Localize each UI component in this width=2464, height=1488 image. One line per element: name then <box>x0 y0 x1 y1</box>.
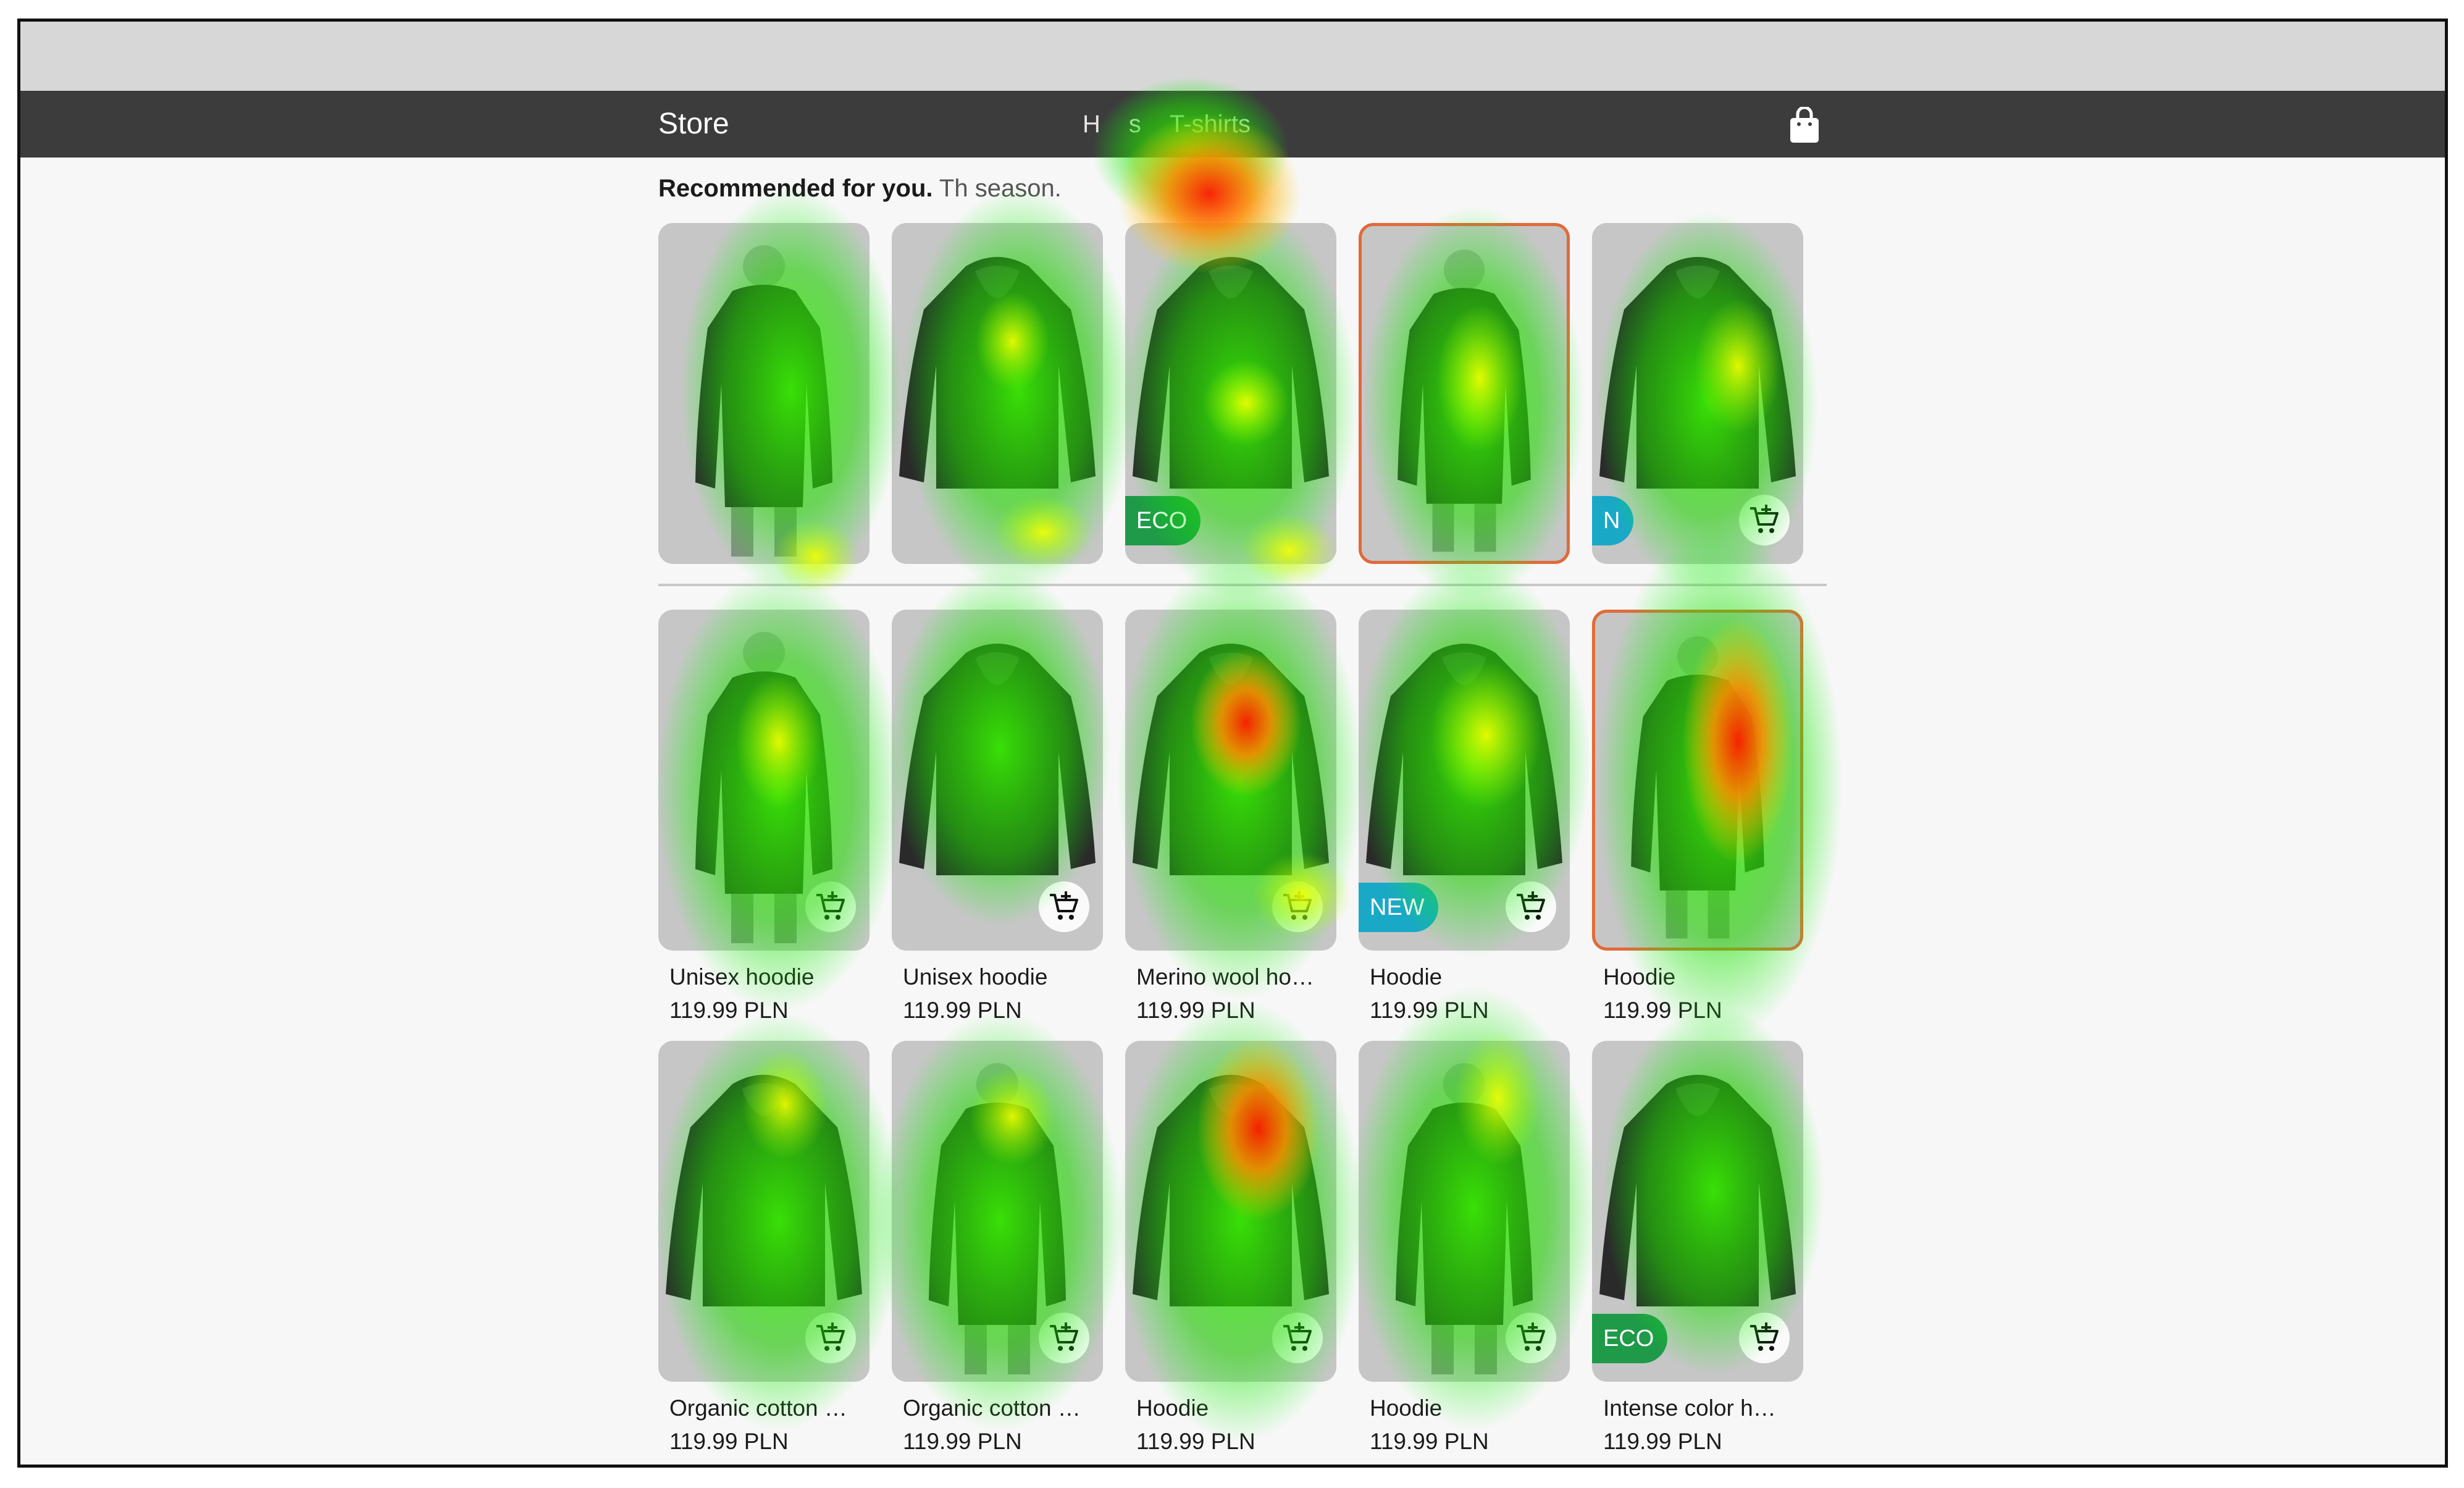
recommended-heading: Recommended for you. Th season. <box>658 175 1062 203</box>
app-bar: Store H s T-shirts <box>20 91 2445 158</box>
recommended-heading-bold: Recommended for you. <box>658 175 933 202</box>
recommended-heading-rest: Th season. <box>939 175 1062 202</box>
add-to-cart-icon <box>1515 1321 1545 1352</box>
add-to-cart-button[interactable] <box>1039 1313 1089 1363</box>
eco-badge: ECO <box>1125 496 1201 545</box>
product-title[interactable]: Merino wool ho… <box>1136 964 1314 990</box>
product-card[interactable] <box>1125 610 1336 951</box>
eco-badge: ECO <box>1592 1314 1668 1363</box>
section-divider <box>658 584 1827 586</box>
add-to-cart-icon <box>815 890 845 921</box>
add-to-cart-icon <box>1049 890 1078 921</box>
product-card[interactable]: ECO <box>1592 1041 1803 1382</box>
product-price: 119.99 PLN <box>1370 1429 1489 1454</box>
recommended-card[interactable] <box>892 223 1103 564</box>
add-to-cart-icon <box>1749 503 1779 534</box>
product-title[interactable]: Unisex hoodie <box>669 964 815 990</box>
add-to-cart-button[interactable] <box>1739 1313 1790 1363</box>
product-title[interactable]: Organic cotton … <box>903 1395 1081 1421</box>
add-to-cart-icon <box>1282 1321 1312 1352</box>
product-price: 119.99 PLN <box>1603 1429 1722 1454</box>
product-title[interactable]: Hoodie <box>1370 964 1443 990</box>
add-to-cart-button[interactable] <box>1272 881 1323 932</box>
product-price: 119.99 PLN <box>1136 998 1255 1023</box>
hoodie-image <box>695 245 832 557</box>
nav-tab-tshirts[interactable]: T-shirts <box>1169 111 1251 138</box>
product-card[interactable] <box>1592 610 1803 951</box>
product-price: 119.99 PLN <box>903 1429 1022 1454</box>
new-badge: NEW <box>1359 883 1438 932</box>
product-price: 119.99 PLN <box>903 998 1022 1023</box>
recommended-card[interactable]: N <box>1592 223 1803 564</box>
add-to-cart-icon <box>815 1321 845 1352</box>
add-to-cart-button[interactable] <box>805 881 856 932</box>
product-title[interactable]: Unisex hoodie <box>903 964 1048 990</box>
add-to-cart-button[interactable] <box>1039 881 1089 932</box>
add-to-cart-button[interactable] <box>1739 495 1790 545</box>
nav-tab-home[interactable]: H <box>1083 111 1100 138</box>
product-card[interactable] <box>1359 1041 1570 1382</box>
product-card[interactable] <box>1125 1041 1336 1382</box>
add-to-cart-icon <box>1515 890 1545 921</box>
add-to-cart-button[interactable] <box>1506 881 1556 932</box>
product-title[interactable]: Hoodie <box>1603 964 1676 990</box>
shopping-bag-icon[interactable] <box>1788 107 1821 144</box>
recommended-card[interactable]: ECO <box>1125 223 1336 564</box>
recommended-card[interactable] <box>1359 223 1570 564</box>
product-price: 119.99 PLN <box>1370 998 1489 1023</box>
add-to-cart-icon <box>1749 1321 1779 1352</box>
product-card[interactable] <box>658 1041 870 1382</box>
browser-chrome <box>20 22 2445 91</box>
product-title[interactable]: Organic cotton … <box>669 1395 847 1421</box>
product-price: 119.99 PLN <box>669 998 789 1023</box>
nav-tab-hoodies[interactable]: s <box>1128 111 1141 138</box>
add-to-cart-button[interactable] <box>805 1313 856 1363</box>
product-card[interactable] <box>892 1041 1103 1382</box>
screenshot-frame: Store H s T-shirts Recommended for you. … <box>17 19 2448 1468</box>
nav-tabs: H s T-shirts <box>1083 91 1251 158</box>
recommended-card[interactable] <box>658 223 870 564</box>
product-price: 119.99 PLN <box>1603 998 1722 1023</box>
product-price: 119.99 PLN <box>669 1429 789 1454</box>
product-card[interactable] <box>658 610 870 951</box>
add-to-cart-icon <box>1049 1321 1078 1352</box>
add-to-cart-button[interactable] <box>1506 1313 1556 1363</box>
hoodie-image <box>899 257 1096 489</box>
hoodie-image <box>1398 250 1531 552</box>
product-title[interactable]: Hoodie <box>1370 1395 1443 1421</box>
product-card[interactable]: NEW <box>1359 610 1570 951</box>
add-to-cart-icon <box>1282 890 1312 921</box>
product-title[interactable]: Intense color h… <box>1603 1395 1776 1421</box>
add-to-cart-button[interactable] <box>1272 1313 1323 1363</box>
product-price: 119.99 PLN <box>1136 1429 1255 1454</box>
product-title[interactable]: Hoodie <box>1136 1395 1209 1421</box>
product-card[interactable] <box>892 610 1103 951</box>
hoodie-image <box>1631 636 1764 939</box>
app-title[interactable]: Store <box>658 107 729 140</box>
